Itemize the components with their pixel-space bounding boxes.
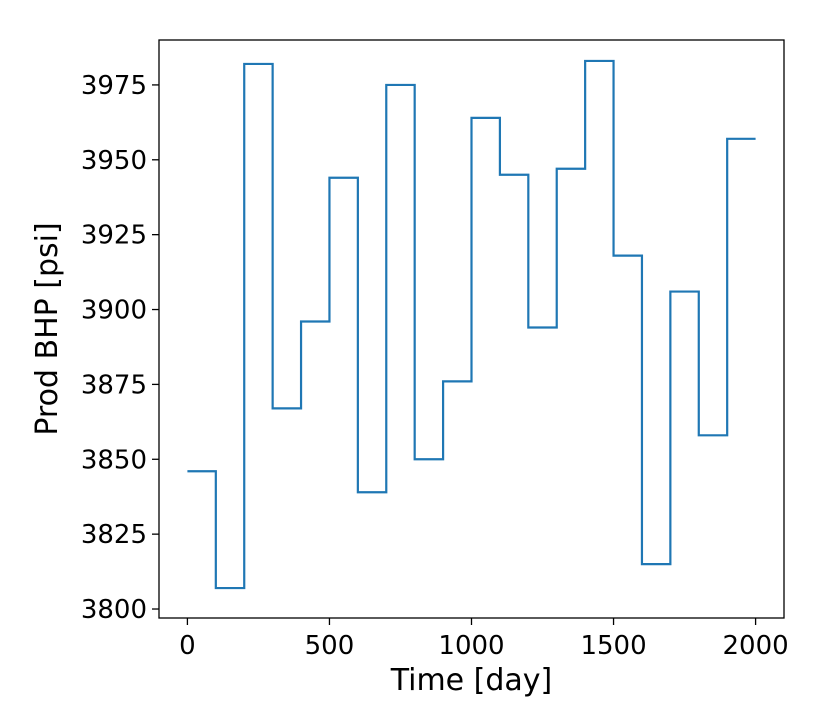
series-group [187, 59, 756, 590]
y-tick-label: 3975 [81, 71, 147, 101]
y-tick-label: 3825 [81, 520, 147, 550]
y-tick-label: 3900 [81, 296, 147, 326]
y-tick-label: 3950 [81, 146, 147, 176]
x-axis: 0 500 1000 1500 2000 [179, 618, 789, 661]
y-tick-label: 3925 [81, 221, 147, 251]
series-line [187, 59, 756, 590]
x-tick-label: 1000 [438, 631, 504, 661]
x-tick-label: 2000 [723, 631, 789, 661]
x-tick-label: 0 [179, 631, 196, 661]
y-tick-label: 3800 [81, 595, 147, 625]
y-axis-label: Prod BHP [psi] [30, 222, 65, 435]
x-tick-label: 500 [305, 631, 355, 661]
y-tick-label: 3875 [81, 370, 147, 400]
y-tick-label: 3850 [81, 445, 147, 475]
x-tick-label: 1500 [580, 631, 646, 661]
y-axis: 3800 3825 3850 3875 3900 3925 3950 3975 [81, 71, 159, 625]
x-axis-label: Time [day] [390, 663, 553, 698]
